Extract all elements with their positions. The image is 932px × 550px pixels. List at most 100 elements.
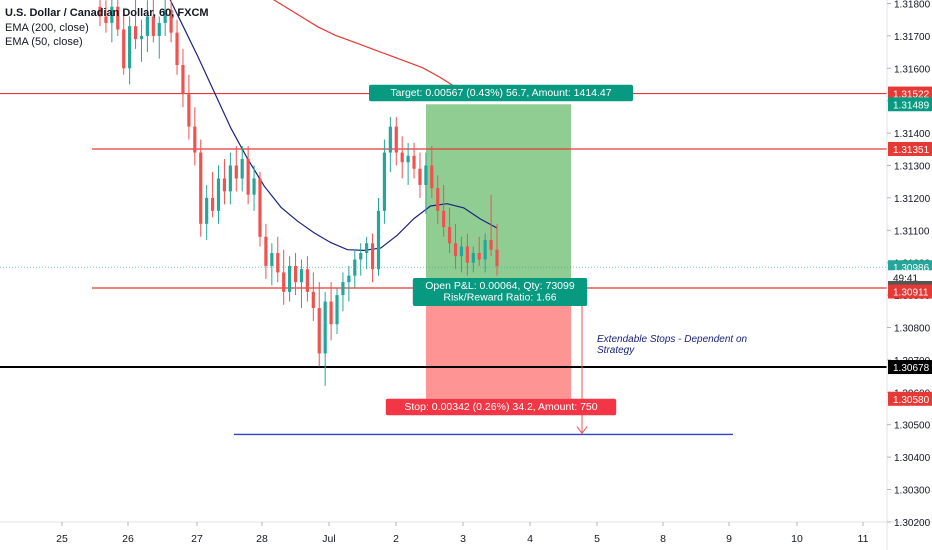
candle-body xyxy=(246,159,250,195)
time-tick-label: 26 xyxy=(122,533,134,545)
price-tick-label: 1.31600 xyxy=(894,64,931,75)
candle-body xyxy=(430,165,434,189)
symbol-title: U.S. Dollar / Canadian Dollar, 60, FXCM xyxy=(5,7,209,19)
extend-arrow-head xyxy=(576,426,588,435)
candle-body xyxy=(323,301,327,354)
candle-body xyxy=(264,236,268,266)
time-tick-label: 10 xyxy=(791,533,803,545)
candle-body xyxy=(252,178,256,195)
target-label-bg xyxy=(369,84,633,102)
candle-body xyxy=(216,178,221,211)
badge-1-31489-bg xyxy=(888,97,932,112)
candle-body xyxy=(424,165,428,185)
candle-body xyxy=(329,301,333,325)
time-tick-label: 11 xyxy=(858,533,869,545)
legend-ema-50: EMA (50, close) xyxy=(5,36,83,48)
candle-body xyxy=(240,159,244,179)
candle-body xyxy=(151,16,155,36)
candle-body xyxy=(412,155,416,169)
price-tick-label: 1.30300 xyxy=(894,486,931,497)
candle-body xyxy=(157,22,161,36)
candle-body xyxy=(116,6,120,30)
badge-1-30911-bg xyxy=(888,284,932,299)
candle-body xyxy=(436,188,440,211)
time-tick-label: 3 xyxy=(460,533,466,545)
pnl-label-text-0: Open P&L: 0.00064, Qty: 73099 xyxy=(425,280,575,292)
badge-countdown-bg xyxy=(888,270,932,285)
price-tick-label: 1.31300 xyxy=(894,162,931,173)
candle-body xyxy=(495,249,499,266)
time-tick-label: 2 xyxy=(393,533,399,545)
badge-countdown-text: 49:41 xyxy=(893,273,918,284)
candle-body xyxy=(169,9,173,33)
candle-body xyxy=(471,252,475,263)
price-tick-label: 1.31200 xyxy=(894,194,931,205)
candle-body xyxy=(98,6,102,17)
candle-body xyxy=(442,210,446,228)
candle-body xyxy=(104,16,108,23)
badge-1-31351-bg xyxy=(888,141,932,156)
price-tick-label: 1.31800 xyxy=(894,0,931,11)
candle-body xyxy=(311,291,315,309)
candle-body xyxy=(477,252,481,260)
candle-body xyxy=(163,9,167,23)
candle-body xyxy=(483,240,487,260)
target-label-text-0: Target: 0.00567 (0.43%) 56.7, Amount: 14… xyxy=(390,87,611,99)
candle-body xyxy=(341,282,345,296)
candle-body xyxy=(128,26,132,69)
candle-body xyxy=(359,252,363,260)
candle-body xyxy=(276,252,280,273)
badge-1-30986-text: 1.30986 xyxy=(893,263,930,274)
candle-body xyxy=(210,197,215,211)
pnl-label-text-1: Risk/Reward Ratio: 1.66 xyxy=(443,292,556,304)
candle-body xyxy=(299,269,304,283)
badge-1-30678-bg xyxy=(888,360,932,375)
position-stop-zone xyxy=(426,291,571,399)
price-tick-label: 1.31400 xyxy=(894,129,931,140)
candle-body xyxy=(199,152,203,224)
time-tick-label: Jul xyxy=(322,533,335,545)
price-tick-label: 1.30500 xyxy=(894,421,931,432)
candle-body xyxy=(205,197,209,224)
candle-body xyxy=(418,168,422,185)
candle-body xyxy=(353,259,357,276)
badge-1-31351-text: 1.31351 xyxy=(893,145,930,156)
candle-body xyxy=(187,94,191,127)
candle-body xyxy=(139,35,144,40)
candle-body xyxy=(406,155,410,163)
time-tick-label: 8 xyxy=(660,533,666,545)
candle-body xyxy=(400,152,404,163)
candle-body xyxy=(181,65,185,95)
price-tick-label: 1.30400 xyxy=(894,453,931,464)
badge-1-30580-text: 1.30580 xyxy=(893,395,930,406)
badge-1-31522-bg xyxy=(888,86,932,101)
price-tick-label: 1.31700 xyxy=(894,32,931,43)
candle-body xyxy=(317,308,321,354)
price-tick-label: 1.30800 xyxy=(894,324,931,335)
time-tick-label: 28 xyxy=(256,533,268,545)
candle-body xyxy=(228,165,232,192)
candle-body xyxy=(459,246,464,257)
candle-body xyxy=(465,246,469,263)
candle-body xyxy=(447,227,452,244)
ema-200-line xyxy=(272,0,476,100)
candle-body xyxy=(489,240,493,250)
candle-body xyxy=(376,210,381,270)
time-tick-label: 5 xyxy=(594,533,600,545)
annotation-line-1: Extendable Stops - Dependent on xyxy=(597,334,748,345)
time-tick-label: 27 xyxy=(191,533,203,545)
stop-label-bg xyxy=(385,398,617,416)
candle-body xyxy=(394,126,398,153)
candle-body xyxy=(175,32,179,66)
annotation-line-2: Strategy xyxy=(597,345,635,356)
candle-body xyxy=(270,252,274,266)
candle-body xyxy=(293,265,298,283)
stop-label-text-0: Stop: 0.00342 (0.26%) 34.2, Amount: 750 xyxy=(404,401,597,413)
candle-body xyxy=(282,272,286,292)
candle-body xyxy=(133,26,138,40)
badge-1-31489-text: 1.31489 xyxy=(893,100,930,111)
candle-body xyxy=(122,29,126,69)
candle-body xyxy=(370,243,375,270)
